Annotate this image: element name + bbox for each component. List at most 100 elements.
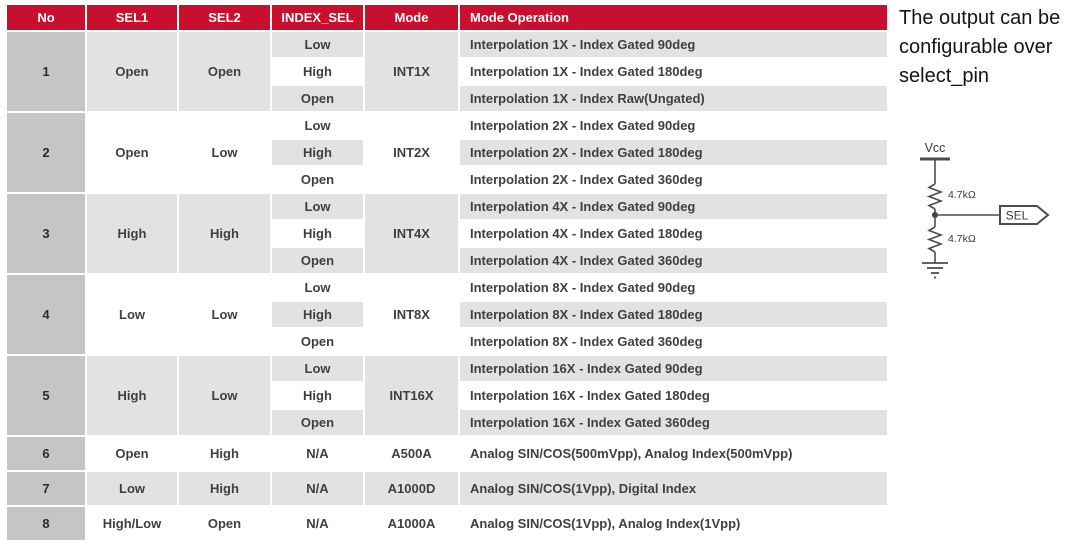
cell-index-sel: Low: [272, 275, 363, 300]
column-header-sel2: SEL2: [179, 5, 270, 30]
cell-sel2: Low: [179, 356, 270, 435]
cell-sel1: Open: [87, 437, 177, 470]
cell-no: 3: [7, 194, 85, 273]
table-row: Open Interpolation 8X - Index Gated 360de…: [7, 329, 887, 354]
cell-mode-operation: Interpolation 2X - Index Gated 180deg: [460, 140, 887, 165]
cell-index-sel: Low: [272, 113, 363, 138]
sel-pin-circuit-diagram: Vcc 4.7kΩ SEL 4.7kΩ: [920, 141, 1050, 279]
cell-sel1: Low: [87, 275, 177, 354]
cell-index-sel: High: [272, 383, 363, 408]
table-row: 8 High/Low Open N/A A1000A Analog SIN/COS(1Vp…: [7, 507, 887, 540]
cell-sel1: Open: [87, 32, 177, 111]
table-row: Open Interpolation 4X - Index Gated 360de…: [7, 248, 887, 273]
table-row: Open Interpolation 1X - Index Raw(Ungated…: [7, 86, 887, 111]
cell-mode-operation: Analog SIN/COS(500mVpp), Analog Index(50…: [460, 437, 887, 470]
cell-index-sel: N/A: [272, 472, 363, 505]
cell-mode: A500A: [365, 437, 458, 470]
cell-index-sel: Open: [272, 86, 363, 111]
cell-index-sel: Low: [272, 194, 363, 219]
cell-sel2: High: [179, 437, 270, 470]
column-header-sel1: SEL1: [87, 5, 177, 30]
mode-table: No SEL1 SEL2 INDEX_SEL Mode Mode Operati…: [5, 3, 889, 542]
cell-sel2: Low: [179, 275, 270, 354]
cell-no: 8: [7, 507, 85, 540]
cell-sel1: High: [87, 194, 177, 273]
cell-mode-operation: Interpolation 8X - Index Gated 90deg: [460, 275, 887, 300]
cell-no: 2: [7, 113, 85, 192]
table-row: High Interpolation 2X - Index Gated 180de…: [7, 140, 887, 165]
cell-index-sel: Open: [272, 248, 363, 273]
cell-mode-operation: Interpolation 8X - Index Gated 360deg: [460, 329, 887, 354]
cell-mode: INT8X: [365, 275, 458, 354]
table-body: 1 Open Open Low INT1X Interpolation 1X - Inde…: [7, 32, 887, 540]
resistor-top: [926, 183, 944, 210]
cell-index-sel: N/A: [272, 507, 363, 540]
cell-mode: A1000A: [365, 507, 458, 540]
cell-mode-operation: Interpolation 16X - Index Gated 360deg: [460, 410, 887, 435]
cell-sel2: High: [179, 472, 270, 505]
table-row: 7 Low High N/A A1000D Analog SIN/COS(1Vpp), D…: [7, 472, 887, 505]
cell-mode-operation: Interpolation 2X - Index Gated 360deg: [460, 167, 887, 192]
table-row: 1 Open Open Low INT1X Interpolation 1X - Inde…: [7, 32, 887, 111]
resistor-top-label: 4.7kΩ: [948, 189, 976, 201]
cell-mode-operation: Interpolation 4X - Index Gated 90deg: [460, 194, 887, 219]
cell-index-sel: High: [272, 140, 363, 165]
cell-mode-operation: Interpolation 16X - Index Gated 180deg: [460, 383, 887, 408]
cell-index-sel: High: [272, 59, 363, 84]
cell-sel2: High: [179, 194, 270, 273]
cell-mode-operation: Interpolation 2X - Index Gated 90deg: [460, 113, 887, 138]
table-row: High Interpolation 1X - Index Gated 180de…: [7, 59, 887, 84]
sel-pin-tag: [999, 205, 1050, 225]
cell-index-sel: Low: [272, 32, 363, 57]
cell-mode: INT1X: [365, 32, 458, 111]
cell-mode-operation: Interpolation 4X - Index Gated 180deg: [460, 221, 887, 246]
ground-symbol: [922, 262, 948, 279]
cell-mode: INT4X: [365, 194, 458, 273]
column-header-mode-operation: Mode Operation: [460, 5, 887, 30]
cell-no: 7: [7, 472, 85, 505]
cell-mode-operation: Interpolation 4X - Index Gated 360deg: [460, 248, 887, 273]
cell-sel1: Open: [87, 113, 177, 192]
table-row: 5 High Low Low INT16X Interpolation 16X - Ind…: [7, 356, 887, 435]
cell-mode-operation: Interpolation 1X - Index Gated 90deg: [460, 32, 887, 57]
table-header-row: No SEL1 SEL2 INDEX_SEL Mode Mode Operati…: [7, 5, 887, 30]
cell-sel2: Low: [179, 113, 270, 192]
column-header-no: No: [7, 5, 85, 30]
cell-index-sel: Open: [272, 410, 363, 435]
cell-index-sel: Open: [272, 167, 363, 192]
cell-sel2: Open: [179, 32, 270, 111]
cell-mode-operation: Interpolation 1X - Index Gated 180deg: [460, 59, 887, 84]
cell-index-sel: N/A: [272, 437, 363, 470]
table-row: Open Interpolation 16X - Index Gated 360d…: [7, 410, 887, 435]
table-row: 6 Open High N/A A500A Analog SIN/COS(500mVpp)…: [7, 437, 887, 470]
cell-mode: INT2X: [365, 113, 458, 192]
note-text: The output can be configurable over sele…: [899, 7, 1061, 87]
sel-pin-label: SEL: [1006, 209, 1029, 223]
cell-mode: A1000D: [365, 472, 458, 505]
cell-sel1: High: [87, 356, 177, 435]
vcc-label: Vcc: [925, 141, 946, 155]
cell-index-sel: High: [272, 302, 363, 327]
cell-index-sel: High: [272, 221, 363, 246]
cell-mode-operation: Interpolation 16X - Index Gated 90deg: [460, 356, 887, 381]
cell-mode: INT16X: [365, 356, 458, 435]
cell-index-sel: Open: [272, 329, 363, 354]
table-row: High Interpolation 16X - Index Gated 180d…: [7, 383, 887, 408]
cell-no: 6: [7, 437, 85, 470]
table-row: Open Interpolation 2X - Index Gated 360de…: [7, 167, 887, 192]
column-header-index-sel: INDEX_SEL: [272, 5, 363, 30]
cell-no: 1: [7, 32, 85, 111]
cell-sel2: Open: [179, 507, 270, 540]
table-row: 3 High High Low INT4X Interpolation 4X - Inde…: [7, 194, 887, 273]
cell-mode-operation: Interpolation 1X - Index Raw(Ungated): [460, 86, 887, 111]
cell-no: 4: [7, 275, 85, 354]
resistor-bottom: [926, 226, 944, 253]
column-header-mode: Mode: [365, 5, 458, 30]
table-row: 2 Open Low Low INT2X Interpolation 2X - Index…: [7, 113, 887, 192]
table-row: 4 Low Low Low INT8X Interpolation 8X - Index …: [7, 275, 887, 354]
cell-sel1: High/Low: [87, 507, 177, 540]
cell-sel1: Low: [87, 472, 177, 505]
table-row: High Interpolation 8X - Index Gated 180de…: [7, 302, 887, 327]
cell-mode-operation: Analog SIN/COS(1Vpp), Analog Index(1Vpp): [460, 507, 887, 540]
